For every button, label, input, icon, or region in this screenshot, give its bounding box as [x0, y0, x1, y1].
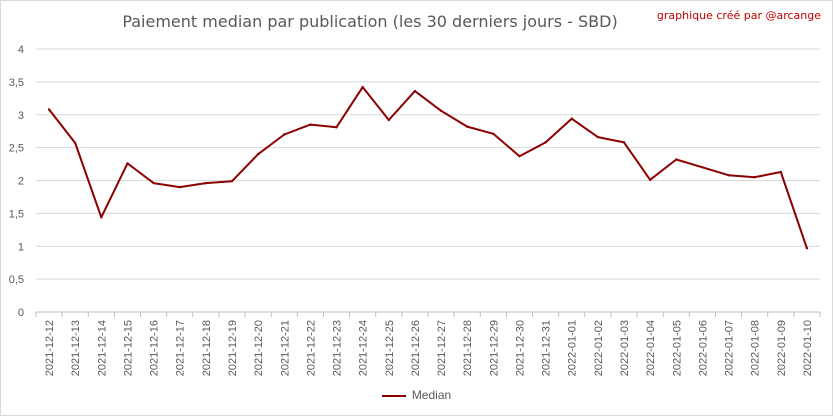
data-point: [701, 166, 704, 169]
data-point: [727, 174, 730, 177]
x-tick-label: 2022-01-05: [671, 320, 683, 376]
x-tick-label: 2021-12-14: [96, 320, 108, 376]
chart-credit: graphique créé par @arcange: [656, 9, 821, 22]
y-tick-label: 3,5: [9, 77, 24, 89]
x-tick-label: 2021-12-31: [541, 320, 553, 376]
x-tick-label: 2022-01-03: [619, 320, 631, 376]
x-tick-label: 2021-12-20: [253, 320, 265, 376]
x-tick-label: 2021-12-16: [149, 320, 161, 376]
y-tick-label: 1,5: [9, 208, 24, 220]
data-point: [361, 85, 364, 89]
data-point: [805, 247, 809, 250]
x-tick-label: 2022-01-07: [724, 320, 736, 376]
x-tick-label: 2021-12-25: [384, 320, 396, 376]
y-tick-label: 0: [18, 307, 24, 319]
x-tick-label: 2022-01-10: [802, 320, 814, 376]
data-point: [152, 181, 155, 185]
data-point: [100, 216, 103, 219]
data-point: [387, 118, 390, 122]
x-tick-label: 2021-12-18: [201, 320, 213, 376]
data-point: [256, 153, 260, 156]
data-point: [779, 170, 782, 174]
x-tick-label: 2022-01-08: [750, 320, 762, 376]
x-tick-label: 2022-01-04: [645, 320, 657, 376]
y-tick-label: 4: [18, 44, 24, 56]
data-point: [492, 132, 495, 136]
data-point: [753, 176, 756, 179]
chart-legend: Median: [0, 388, 833, 402]
legend-label-median: Median: [411, 388, 452, 402]
y-tick-label: 1: [18, 241, 24, 253]
data-point: [544, 141, 547, 144]
chart-title: Paiement median par publication (les 30 …: [122, 12, 618, 31]
x-tick-label: 2021-12-22: [305, 320, 317, 376]
series-line-median: [48, 86, 808, 249]
data-point: [596, 135, 600, 139]
x-tick-label: 2021-12-19: [227, 320, 239, 376]
x-tick-label: 2021-12-13: [70, 320, 82, 376]
y-tick-label: 2,5: [9, 143, 24, 155]
x-tick-label: 2022-01-06: [697, 320, 709, 376]
x-tick-label: 2021-12-21: [279, 320, 291, 376]
y-tick-label: 0,5: [9, 274, 24, 286]
x-tick-label: 2021-12-28: [462, 320, 474, 376]
x-tick-label: 2022-01-02: [593, 320, 605, 376]
data-point: [518, 154, 521, 158]
data-point: [466, 125, 469, 128]
data-point: [413, 89, 417, 93]
x-tick-label: 2021-12-27: [436, 320, 448, 376]
x-tick-label: 2021-12-17: [175, 320, 187, 376]
x-tick-label: 2021-12-12: [44, 320, 56, 376]
data-point: [675, 158, 678, 161]
y-tick-label: 3: [18, 110, 24, 122]
data-point: [570, 117, 573, 120]
data-point: [283, 133, 286, 136]
data-point: [309, 123, 312, 126]
data-point: [204, 181, 208, 185]
x-tick-label: 2021-12-26: [410, 320, 422, 376]
data-point: [439, 109, 443, 113]
data-point: [47, 108, 51, 111]
x-tick-label: 2022-01-01: [567, 320, 579, 376]
data-point: [648, 178, 652, 182]
x-tick-label: 2021-12-24: [358, 320, 370, 376]
data-point: [335, 126, 338, 129]
data-point: [126, 162, 129, 165]
data-point: [178, 185, 181, 189]
x-tick-label: 2021-12-15: [122, 320, 134, 376]
legend-swatch-median: [381, 394, 406, 397]
x-tick-label: 2022-01-09: [776, 320, 788, 376]
x-tick-label: 2021-12-23: [332, 320, 344, 376]
data-point: [622, 141, 626, 144]
data-point: [74, 141, 77, 145]
x-tick-label: 2021-12-30: [514, 320, 526, 376]
data-point: [230, 179, 234, 183]
y-tick-label: 2: [18, 176, 24, 188]
x-tick-label: 2021-12-29: [488, 320, 500, 376]
